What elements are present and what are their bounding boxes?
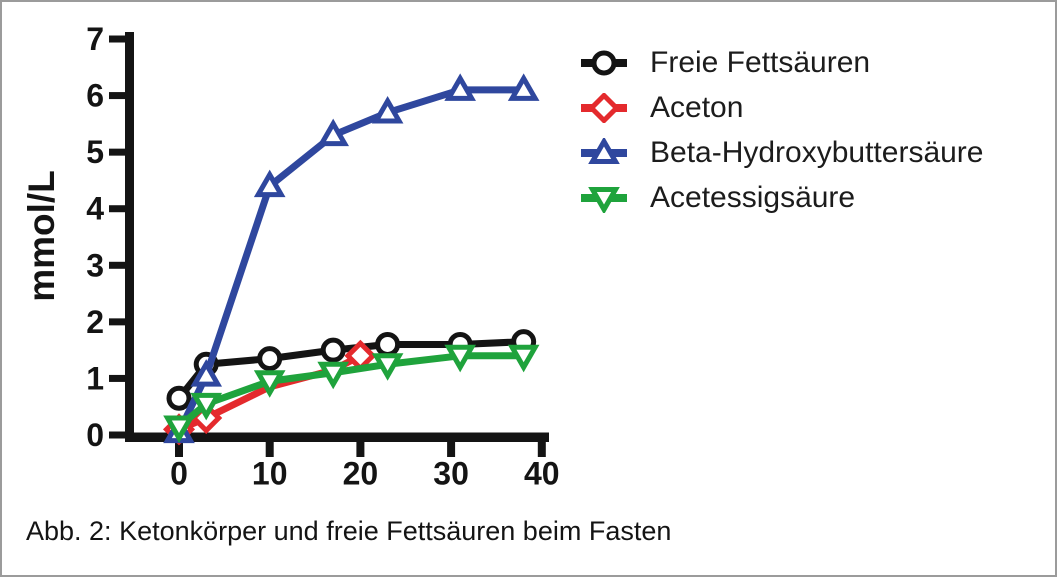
x-tick-label-20: 20 bbox=[343, 456, 379, 492]
diamond-marker-icon bbox=[587, 93, 621, 123]
series-line bbox=[175, 352, 528, 431]
chart-legend: Freie Fettsäuren Aceton Beta-Hydroxybutt… bbox=[580, 41, 984, 220]
legend-label-beta-hydroxybuttersaeure: Beta-Hydroxybuttersäure bbox=[650, 136, 984, 169]
beta-hydroxybuttersaeure-line-marker-icon bbox=[581, 138, 627, 164]
figure-caption: Abb. 2: Ketonkörper und freie Fettsäuren… bbox=[26, 516, 672, 546]
triangle-up-marker-icon bbox=[371, 96, 404, 124]
y-tick-5 bbox=[109, 148, 125, 156]
x-tick-30 bbox=[447, 442, 456, 457]
y-tick-3 bbox=[109, 261, 125, 269]
legend-item-acetessigsaeure: Acetessigsäure bbox=[580, 176, 984, 220]
triangle-up-marker-icon bbox=[253, 169, 286, 198]
x-tick-40 bbox=[537, 442, 546, 457]
x-tick-label-10: 10 bbox=[252, 456, 288, 492]
x-tick-label-0: 0 bbox=[170, 456, 188, 492]
triangle-down-marker-icon bbox=[507, 344, 540, 373]
triangle-up-marker-icon bbox=[588, 138, 620, 164]
y-axis-line bbox=[125, 32, 134, 442]
y-tick-label-4: 4 bbox=[86, 191, 104, 227]
series-acetessigsaeure bbox=[163, 344, 540, 444]
y-axis-title: mmol/L bbox=[21, 170, 62, 302]
acetessigsaeure-line-marker-icon bbox=[581, 187, 627, 213]
legend-label-acetessigsaeure: Acetessigsäure bbox=[650, 181, 856, 214]
circle-marker-icon bbox=[591, 50, 617, 76]
triangle-down-marker-icon bbox=[190, 392, 223, 421]
y-tick-4 bbox=[109, 205, 125, 213]
legend-item-freie-fettsaeuren: Freie Fettsäuren bbox=[580, 41, 984, 85]
legend-item-beta-hydroxybuttersaeure: Beta-Hydroxybuttersäure bbox=[580, 131, 984, 175]
aceton-line-marker-icon bbox=[581, 93, 627, 123]
triangle-down-marker-icon bbox=[444, 344, 476, 373]
triangle-down-marker-icon bbox=[588, 187, 620, 213]
triangle-up-marker-icon bbox=[507, 73, 540, 101]
y-tick-2 bbox=[109, 318, 125, 326]
triangle-down-marker-icon bbox=[253, 370, 286, 398]
x-axis-line bbox=[125, 432, 549, 442]
series-line bbox=[175, 86, 528, 436]
x-tick-10 bbox=[265, 442, 274, 457]
y-tick-label-2: 2 bbox=[86, 304, 104, 340]
legend-item-aceton: Aceton bbox=[580, 86, 984, 130]
circle-marker-icon bbox=[375, 331, 401, 357]
triangle-down-marker-icon bbox=[163, 415, 195, 444]
triangle-down-marker-icon bbox=[371, 353, 404, 381]
legend-label-aceton: Aceton bbox=[650, 91, 744, 124]
y-tick-label-5: 5 bbox=[86, 134, 104, 170]
y-tick-1 bbox=[109, 374, 125, 382]
axes: 0 1 2 3 4 5 6 7 0 10 20 30 40 bbox=[86, 21, 559, 491]
triangle-up-marker-icon bbox=[317, 118, 350, 147]
circle-marker-icon bbox=[320, 337, 346, 363]
x-tick-label-40: 40 bbox=[524, 456, 560, 492]
circle-marker-icon bbox=[257, 346, 283, 372]
freie-fettsaeuren-line-marker-icon bbox=[581, 50, 627, 76]
circle-marker-icon bbox=[166, 385, 192, 411]
y-tick-label-3: 3 bbox=[86, 247, 104, 283]
y-tick-0 bbox=[109, 431, 125, 439]
y-tick-label-1: 1 bbox=[86, 360, 104, 396]
y-tick-label-0: 0 bbox=[86, 417, 104, 453]
x-tick-20 bbox=[356, 442, 365, 457]
legend-label-freie-fettsaeuren: Freie Fettsäuren bbox=[650, 46, 871, 79]
y-tick-label-6: 6 bbox=[86, 78, 104, 114]
y-tick-6 bbox=[109, 92, 125, 100]
x-tick-0 bbox=[175, 442, 183, 457]
y-tick-label-7: 7 bbox=[86, 21, 104, 57]
triangle-up-marker-icon bbox=[444, 73, 476, 101]
y-tick-7 bbox=[109, 35, 125, 43]
triangle-up-marker-icon bbox=[190, 359, 223, 387]
x-tick-label-30: 30 bbox=[433, 456, 469, 492]
triangle-down-marker-icon bbox=[317, 361, 350, 390]
series-beta-hydroxybuttersaeure bbox=[163, 73, 540, 444]
